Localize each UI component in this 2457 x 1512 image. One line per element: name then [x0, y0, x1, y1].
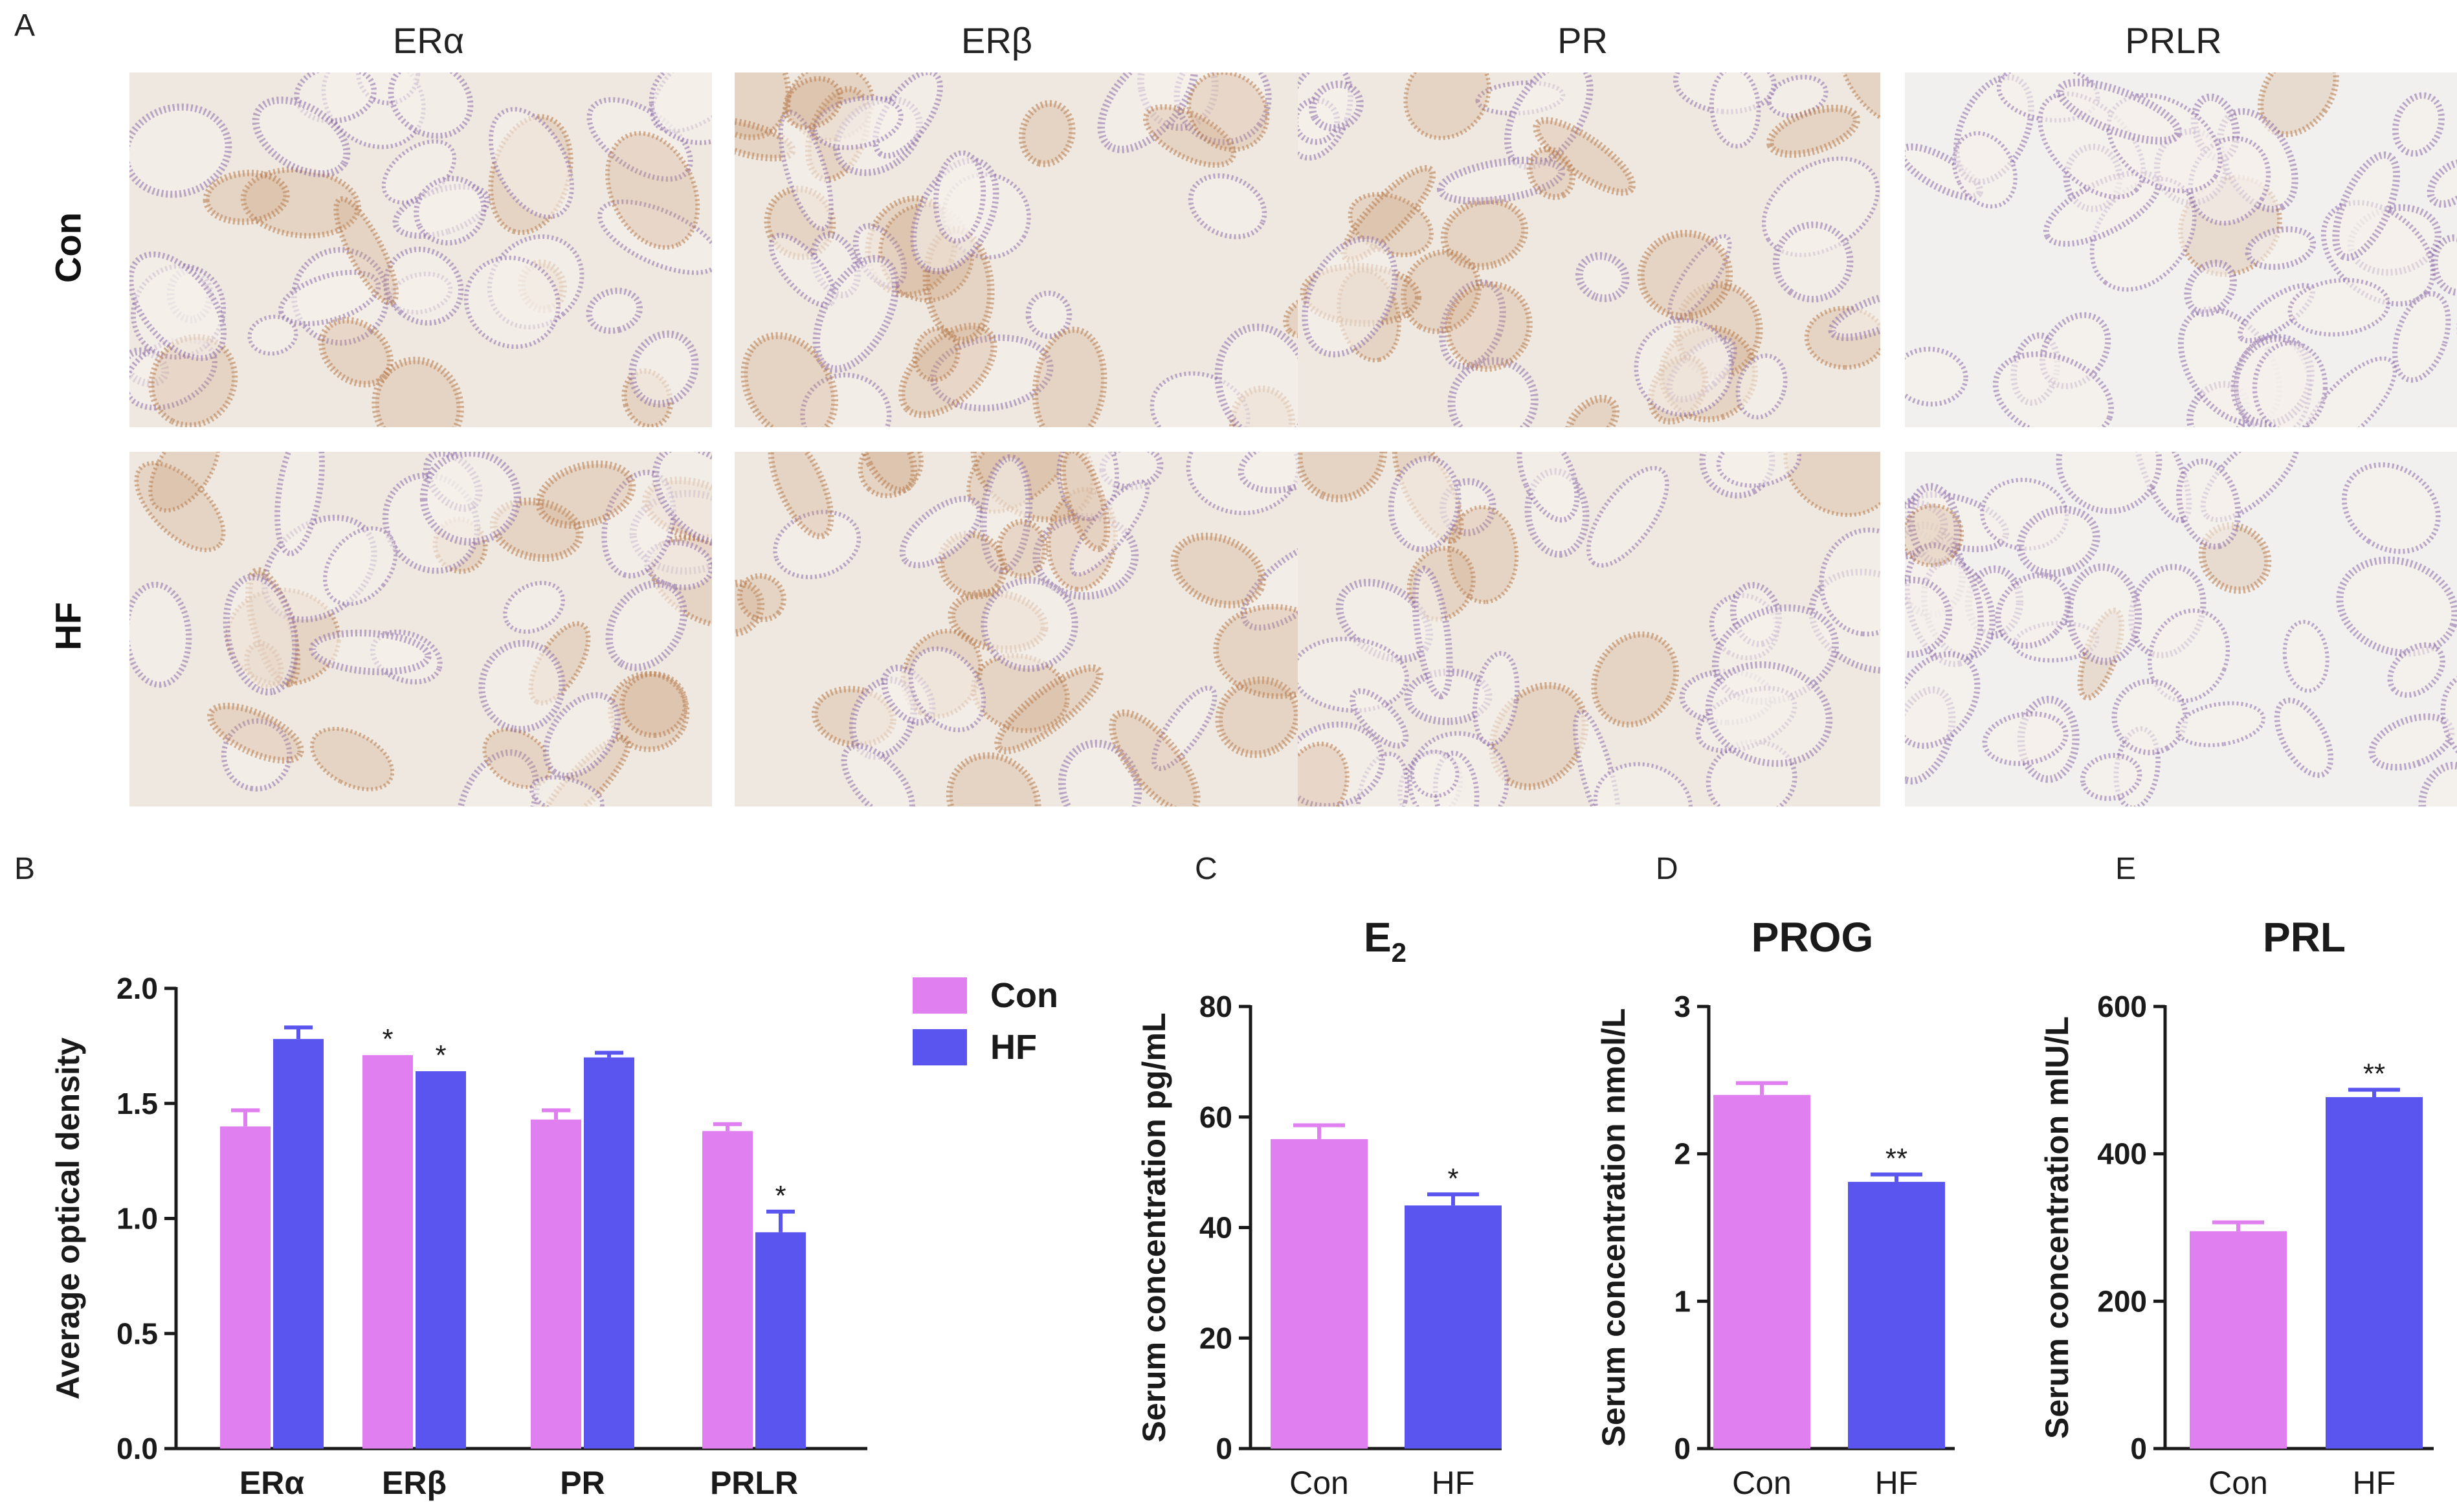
y-tick-label: 80 [1199, 990, 1232, 1023]
y-tick-label: 0.0 [117, 1432, 158, 1465]
panel-label-a: A [14, 8, 36, 43]
x-tick-label: PR [560, 1465, 605, 1501]
chart-title: PROG [1751, 914, 1873, 961]
y-tick-label: 1.0 [117, 1202, 158, 1236]
bar-con [220, 1126, 271, 1449]
chart-title: PRL [2263, 914, 2346, 961]
panel-label-e: E [2115, 852, 2137, 886]
bar-con [1271, 1139, 1368, 1449]
column-header-erb: ERβ [961, 20, 1032, 61]
micrograph-hf-erb [735, 452, 1317, 806]
x-tick-label: HF [1875, 1465, 1918, 1501]
significance-marker: * [1447, 1162, 1458, 1194]
legend-label: Con [990, 976, 1058, 1015]
y-axis-label: Serum concentration pg/mL [1136, 1013, 1172, 1443]
y-tick-label: 200 [2097, 1284, 2147, 1318]
x-tick-label: Con [1732, 1465, 1792, 1501]
x-tick-label: ERα [239, 1465, 304, 1501]
micrograph-con-pr [1298, 72, 1880, 427]
legend-label: HF [990, 1028, 1037, 1067]
column-header-era: ERα [392, 20, 465, 61]
x-tick-label: HF [2353, 1465, 2396, 1501]
y-tick-label: 2 [1674, 1137, 1691, 1171]
legend-swatch [913, 1029, 967, 1065]
panel-label-b: B [14, 852, 36, 886]
micrograph-hf-era [129, 452, 712, 806]
micrograph-hf-prlr [1905, 452, 2457, 806]
y-tick-label: 60 [1199, 1100, 1232, 1134]
y-tick-label: 0 [1216, 1432, 1232, 1465]
y-tick-label: 600 [2097, 990, 2147, 1023]
bar-con [531, 1119, 581, 1449]
chart-b: 0.0 0.5 1.0 1.5 2.0 Average optical density ER… [50, 972, 1058, 1501]
bar-hf [416, 1071, 466, 1449]
x-tick-label: Con [2208, 1465, 2268, 1501]
legend-swatch [913, 977, 967, 1014]
micrograph-con-prlr [1905, 72, 2457, 427]
y-tick-label: 0 [2130, 1432, 2147, 1465]
panel-label-c: C [1195, 852, 1217, 886]
bar-con [702, 1131, 753, 1449]
column-header-prlr: PRLR [2125, 20, 2222, 61]
bar-con [1713, 1095, 1810, 1449]
legend: Con HF [913, 976, 1058, 1067]
y-tick-label: 1.5 [117, 1087, 158, 1120]
y-tick-label: 3 [1674, 990, 1691, 1023]
bar-hf [584, 1057, 634, 1449]
significance-marker: ** [1885, 1143, 1907, 1175]
micrograph-con-erb [735, 72, 1317, 427]
bar-hf [1405, 1205, 1502, 1449]
y-tick-label: 0.5 [117, 1317, 158, 1350]
significance-marker: ** [2363, 1058, 2385, 1090]
y-tick-label: 2.0 [117, 972, 158, 1005]
bar-hf [755, 1232, 806, 1449]
y-tick-label: 1 [1674, 1284, 1691, 1318]
bar-hf [273, 1039, 324, 1449]
y-tick-label: 400 [2097, 1137, 2147, 1171]
micrograph-hf-pr [1298, 452, 1880, 806]
column-header-pr: PR [1557, 20, 1608, 61]
y-tick-label: 20 [1199, 1321, 1232, 1355]
bar-con [362, 1055, 413, 1449]
y-axis-label: Serum concentration mIU/L [2039, 1016, 2075, 1439]
bar-con [2190, 1231, 2287, 1449]
panel-label-d: D [1656, 852, 1678, 886]
x-tick-label: ERβ [382, 1465, 447, 1501]
chart-e: 0 200 400 600 Serum concentration mIU/L PRL Co… [2039, 914, 2434, 1501]
y-axis-label: Serum concentration nmol/L [1595, 1008, 1632, 1447]
micrograph-con-era [129, 72, 712, 427]
bar-hf [2326, 1097, 2423, 1449]
x-tick-label: HF [1432, 1465, 1475, 1501]
y-tick-label: 0 [1674, 1432, 1691, 1465]
chart-c: 0 20 40 60 80 Serum concentration pg/mL E2 Con *… [1136, 914, 1502, 1501]
y-axis-label: Average optical density [50, 1038, 86, 1400]
y-tick-label: 40 [1199, 1211, 1232, 1245]
significance-marker: * [435, 1040, 446, 1071]
significance-marker: * [775, 1180, 786, 1212]
significance-marker: * [382, 1023, 393, 1055]
chart-title: E2 [1364, 914, 1406, 968]
x-tick-label: PRLR [710, 1465, 798, 1501]
bar-hf [1848, 1181, 1945, 1449]
x-tick-label: Con [1289, 1465, 1349, 1501]
chart-d: 0 1 2 3 Serum concentration nmol/L PROG Con ** H… [1595, 914, 1955, 1501]
